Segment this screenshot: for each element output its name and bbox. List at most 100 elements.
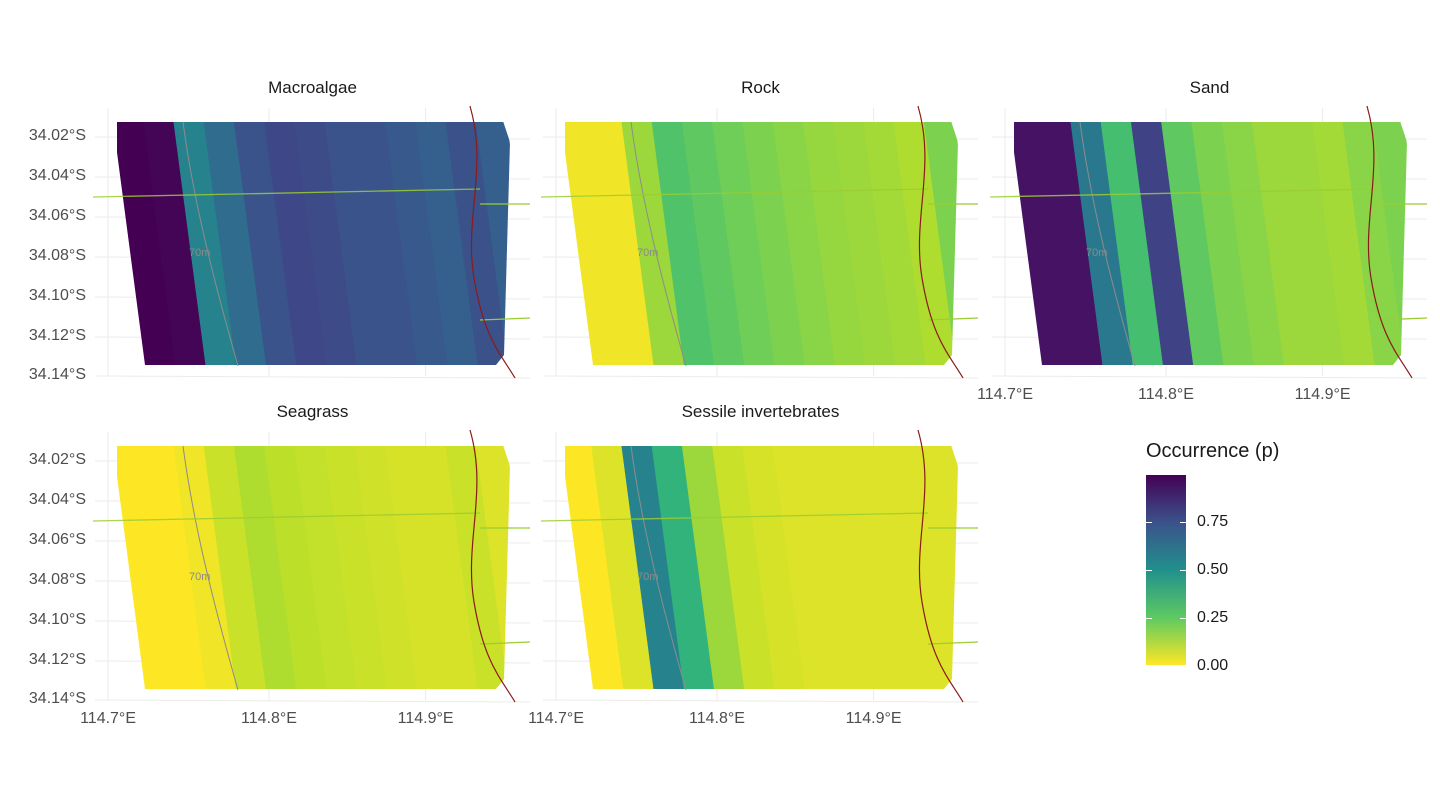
contour-70m-line xyxy=(630,121,687,367)
legend-label: 0.50 xyxy=(1197,561,1229,578)
x-tick-label: 114.8°E xyxy=(1138,386,1194,403)
transect-line xyxy=(540,188,929,198)
transect-line xyxy=(1376,317,1428,321)
x-tick-label: 114.8°E xyxy=(689,710,745,727)
x-tick-label: 114.7°E xyxy=(528,710,584,727)
map-panel: 70m xyxy=(540,105,979,379)
legend-label: 0.25 xyxy=(1197,609,1229,626)
raster-band xyxy=(1282,122,1346,365)
y-tick-label: 34.12°S xyxy=(28,651,86,668)
x-tick-label: 114.9°E xyxy=(845,710,902,727)
raster-band xyxy=(772,122,836,365)
raster-band xyxy=(1342,122,1406,365)
y-tick-label: 34.04°S xyxy=(28,167,86,184)
coastline xyxy=(1366,105,1413,379)
contour-70m-line xyxy=(182,445,239,691)
contour-70m-label: 70m xyxy=(189,247,210,259)
y-tick-label: 34.10°S xyxy=(28,611,86,628)
gridline xyxy=(542,699,979,703)
y-tick-label: 34.10°S xyxy=(28,287,86,304)
raster-band xyxy=(681,122,746,365)
raster-band xyxy=(233,122,298,365)
map-panel: 70m xyxy=(540,429,979,703)
transect-line xyxy=(927,641,979,645)
map-panel: 70m xyxy=(989,105,1428,379)
legend-title: Occurrence (p) xyxy=(1146,440,1280,462)
raster-band xyxy=(651,122,715,365)
y-tick-label: 34.14°S xyxy=(28,690,86,707)
x-tick-label: 114.7°E xyxy=(80,710,136,727)
raster-band xyxy=(863,446,927,689)
coastline xyxy=(469,105,516,379)
legend-tick-mark xyxy=(1146,570,1152,571)
raster-band xyxy=(294,122,358,365)
raster-band xyxy=(1161,122,1225,365)
gridline xyxy=(94,699,531,703)
y-tick-label: 34.04°S xyxy=(28,491,86,508)
raster-band xyxy=(863,122,927,365)
raster-band xyxy=(1191,122,1255,365)
legend-tick-mark xyxy=(1180,522,1186,523)
raster-band xyxy=(893,122,957,365)
transect-line xyxy=(540,512,929,522)
raster-band xyxy=(203,446,267,689)
legend-tick-mark xyxy=(1180,618,1186,619)
raster-band xyxy=(833,122,897,365)
raster-band xyxy=(324,122,388,365)
raster-band xyxy=(802,122,867,365)
raster-band xyxy=(1100,122,1164,365)
x-tick-label: 114.8°E xyxy=(241,710,297,727)
raster-layer xyxy=(1010,122,1407,365)
raster-band xyxy=(264,122,328,365)
facet-title: Seagrass xyxy=(276,402,349,421)
raster-band xyxy=(143,122,207,365)
raster-band xyxy=(233,446,298,689)
coastline xyxy=(469,429,516,703)
contour-70m-label: 70m xyxy=(1086,247,1107,259)
facet-title: Sessile invertebrates xyxy=(681,402,840,421)
y-tick-label: 34.06°S xyxy=(28,531,86,548)
gridline xyxy=(542,375,979,379)
raster-band xyxy=(1130,122,1195,365)
contour-70m-line xyxy=(630,445,687,691)
transect-line xyxy=(479,641,531,645)
x-tick-label: 114.9°E xyxy=(397,710,454,727)
raster-band xyxy=(561,122,625,365)
raster-band xyxy=(415,446,479,689)
raster-band xyxy=(1010,122,1074,365)
raster-layer xyxy=(561,446,958,689)
facet-title: Macroalgae xyxy=(268,78,357,97)
raster-band xyxy=(833,446,897,689)
raster-band xyxy=(681,446,746,689)
raster-band xyxy=(264,446,328,689)
raster-band xyxy=(591,446,655,689)
x-tick-label: 114.7°E xyxy=(977,386,1033,403)
raster-band xyxy=(354,122,419,365)
raster-band xyxy=(712,122,776,365)
map-panel: 70m xyxy=(92,105,531,379)
raster-band xyxy=(1312,122,1376,365)
coastline xyxy=(917,429,964,703)
contour-70m-line xyxy=(1079,121,1136,367)
y-tick-label: 34.06°S xyxy=(28,207,86,224)
raster-band xyxy=(742,122,806,365)
transect-line xyxy=(92,512,481,522)
raster-band xyxy=(203,122,267,365)
raster-band xyxy=(712,446,776,689)
raster-band xyxy=(415,122,479,365)
raster-band xyxy=(772,446,836,689)
raster-layer xyxy=(561,122,958,365)
legend-tick-mark xyxy=(1146,522,1152,523)
gridline xyxy=(94,375,531,379)
map-panel: 70m xyxy=(92,429,531,703)
gridline xyxy=(991,375,1428,379)
contour-70m-line xyxy=(182,121,239,367)
y-tick-label: 34.14°S xyxy=(28,366,86,383)
contour-70m-label: 70m xyxy=(637,247,658,259)
legend-label: 0.00 xyxy=(1197,657,1229,674)
facet-title: Rock xyxy=(741,78,780,97)
coastline xyxy=(917,105,964,379)
raster-band xyxy=(385,446,449,689)
transect-line xyxy=(989,188,1378,198)
